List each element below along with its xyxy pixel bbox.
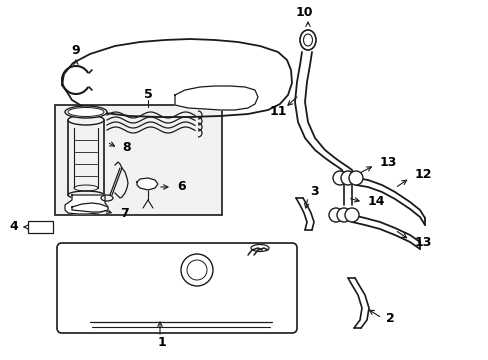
Circle shape (348, 171, 362, 185)
Polygon shape (72, 203, 108, 212)
Ellipse shape (68, 191, 104, 199)
Bar (28, 221, 53, 233)
Ellipse shape (299, 30, 315, 50)
Text: 1: 1 (157, 336, 166, 348)
Ellipse shape (68, 115, 104, 125)
Text: 14: 14 (367, 195, 385, 208)
Circle shape (332, 171, 346, 185)
Text: 8: 8 (122, 141, 130, 154)
Text: 6: 6 (177, 180, 185, 193)
Text: 13: 13 (414, 237, 431, 249)
Text: 2: 2 (385, 311, 394, 324)
Text: 3: 3 (309, 185, 318, 198)
Polygon shape (175, 86, 258, 110)
Circle shape (328, 208, 342, 222)
Circle shape (345, 208, 358, 222)
Text: 4: 4 (10, 220, 19, 234)
Bar (55, 105, 222, 215)
Text: 10: 10 (295, 6, 312, 19)
Text: 5: 5 (143, 89, 152, 102)
Text: 9: 9 (72, 44, 80, 57)
Ellipse shape (65, 106, 107, 118)
Circle shape (181, 254, 213, 286)
Polygon shape (62, 39, 291, 117)
Text: 11: 11 (269, 105, 286, 118)
Text: 7: 7 (120, 207, 128, 220)
Polygon shape (137, 178, 158, 190)
Polygon shape (65, 195, 108, 214)
Text: 12: 12 (414, 168, 431, 181)
Text: 13: 13 (379, 157, 397, 170)
Circle shape (340, 171, 354, 185)
Circle shape (336, 208, 350, 222)
